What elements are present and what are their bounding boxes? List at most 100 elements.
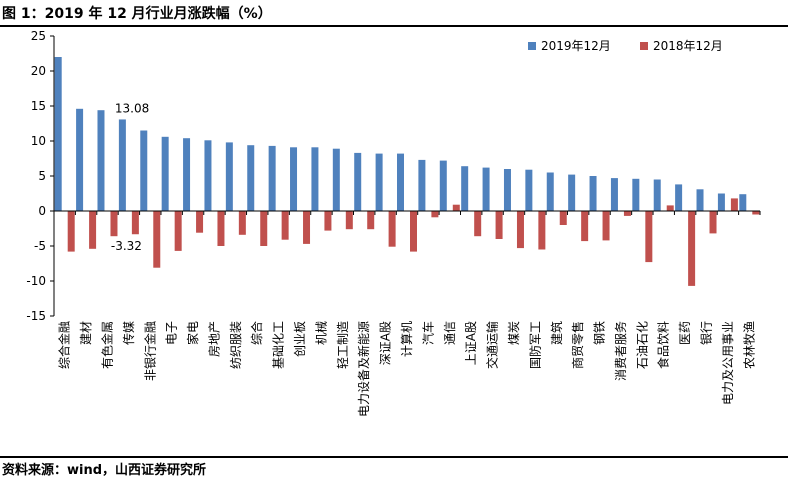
bar-2018 — [516, 211, 524, 249]
y-tick-label: -5 — [34, 239, 46, 253]
bottom-rule — [0, 456, 788, 458]
bar-2018 — [688, 211, 696, 286]
category-label: 建筑 — [549, 321, 564, 345]
bar-2019 — [525, 169, 533, 211]
bar-2018 — [388, 211, 396, 247]
category-label: 钢铁 — [593, 321, 607, 345]
category-label: 非银行金融 — [142, 321, 157, 381]
y-tick-label: 25 — [31, 29, 46, 43]
bar-2019 — [76, 108, 84, 211]
category-label: 银行 — [700, 321, 714, 345]
category-label: 建材 — [79, 321, 93, 345]
legend: 2019年12月 2018年12月 — [528, 39, 723, 53]
legend-label-2018: 2018年12月 — [653, 39, 723, 53]
category-label: 石油石化 — [635, 321, 649, 369]
bar-2018 — [538, 211, 546, 250]
y-tick-label: 20 — [31, 64, 46, 78]
bar-2019 — [418, 159, 426, 211]
bar-2018 — [645, 211, 653, 263]
bar-2018 — [89, 211, 97, 249]
series-2018-bars — [67, 198, 760, 286]
category-label: 家电 — [185, 321, 200, 345]
bar-2019 — [503, 169, 511, 211]
bar-2018 — [67, 211, 75, 252]
data-label: -3.32 — [111, 239, 142, 253]
x-axis — [53, 210, 761, 215]
category-label: 食品饮料 — [656, 321, 671, 369]
bar-2018 — [174, 211, 182, 251]
category-label: 医药 — [678, 321, 692, 345]
bar-2018 — [623, 211, 631, 216]
y-tick-label: 5 — [38, 169, 46, 183]
category-label: 机械 — [313, 321, 328, 345]
bar-2019 — [140, 130, 148, 211]
legend-label-2019: 2019年12月 — [541, 39, 611, 53]
bar-2019 — [739, 194, 747, 211]
data-label: 13.08 — [115, 101, 149, 115]
bar-2018 — [110, 211, 118, 237]
category-label: 交通运输 — [485, 321, 500, 369]
category-label: 综合 — [249, 321, 264, 345]
bar-2019 — [568, 174, 576, 211]
bar-2018 — [730, 198, 738, 211]
bar-2018 — [452, 204, 460, 211]
category-label: 有色金属 — [99, 321, 114, 369]
bar-2019 — [610, 178, 618, 211]
y-tick-label: -15 — [26, 309, 46, 323]
bar-2019 — [290, 147, 298, 211]
bar-2019 — [397, 153, 404, 211]
bar-2019 — [632, 178, 640, 211]
y-axis: 25 20 15 10 5 0 -5 -10 -15 — [26, 29, 55, 323]
bar-2018 — [153, 211, 161, 268]
category-labels: 综合金融 建材 有色金属 传媒 非银行金融 电子 家电 房地产 纺织服装 综合 基础化工 创业板 机械轻… — [57, 321, 757, 417]
bar-2018 — [324, 211, 332, 231]
category-label: 农林牧渔 — [742, 321, 756, 369]
bar-2018 — [410, 211, 417, 252]
bar-2019 — [97, 110, 105, 211]
category-label: 消费者服务 — [613, 321, 628, 381]
category-label: 轻工制造 — [336, 321, 350, 369]
bar-2019 — [332, 148, 340, 211]
figure-title: 图 1：2019 年 12 月行业月涨跌幅（%） — [2, 6, 272, 22]
bar-2019 — [717, 193, 725, 211]
bar-2019 — [439, 160, 447, 211]
bar-2019 — [461, 166, 469, 211]
data-labels: 13.08 -3.32 — [111, 101, 149, 253]
y-tick-label: 10 — [31, 134, 46, 148]
bar-2018 — [602, 211, 610, 241]
bar-2019 — [589, 176, 597, 211]
bar-2019 — [268, 145, 276, 211]
category-label: 汽车 — [420, 321, 435, 345]
series-2019-bars — [54, 57, 747, 211]
legend-swatch-2019 — [528, 42, 536, 50]
bar-2019 — [375, 153, 383, 211]
bar-2018 — [281, 211, 289, 240]
top-rule — [0, 25, 788, 27]
bar-2019 — [653, 179, 661, 211]
category-label: 国防军工 — [527, 321, 542, 369]
category-label: 电子 — [165, 321, 179, 345]
bar-2019 — [354, 152, 362, 211]
bar-2019 — [482, 167, 490, 211]
category-label: 电力及公用事业 — [721, 321, 735, 405]
category-label: 创业板 — [293, 321, 307, 357]
bar-2018 — [559, 211, 567, 225]
figure-source: 资料来源：wind，山西证券研究所 — [2, 463, 207, 478]
bar-2018 — [131, 211, 139, 235]
bar-2018 — [666, 205, 674, 211]
bar-2018 — [495, 211, 503, 239]
y-tick-label: 15 — [31, 99, 46, 113]
bar-2019 — [546, 172, 554, 211]
bar-2018 — [709, 211, 717, 234]
bar-2019 — [183, 138, 191, 211]
bar-2018 — [196, 211, 204, 233]
legend-swatch-2018 — [640, 42, 648, 50]
bar-2019 — [225, 142, 233, 211]
category-label: 上证A股 — [464, 321, 478, 365]
bar-2019 — [118, 119, 126, 211]
bar-2018 — [217, 211, 225, 246]
bar-2018 — [752, 211, 760, 215]
category-label: 房地产 — [206, 321, 221, 357]
bar-2018 — [238, 211, 246, 235]
bar-2018 — [431, 211, 439, 218]
